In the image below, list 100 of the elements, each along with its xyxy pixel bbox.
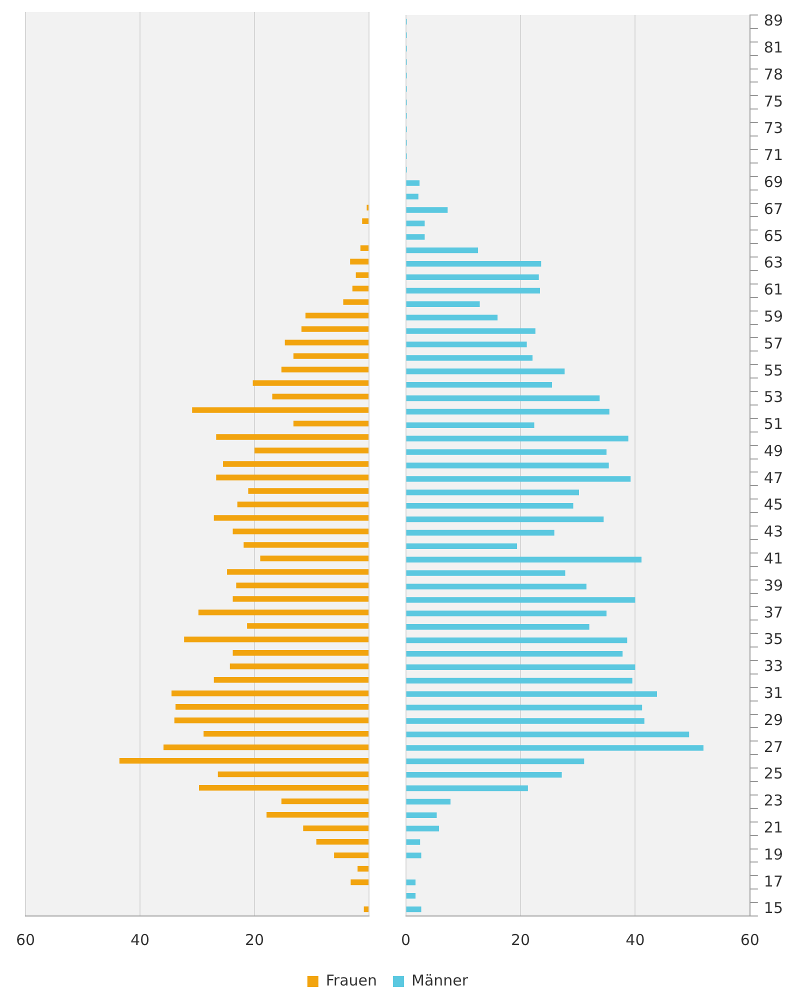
bar	[406, 301, 480, 307]
y-tick-label: 53	[764, 388, 784, 406]
y-tick-label: 33	[764, 657, 784, 676]
y-tick-label: 71	[764, 146, 784, 164]
y-tick-label: 31	[764, 684, 784, 702]
y-tick-label: 43	[764, 522, 784, 541]
y-tick-label: 67	[764, 200, 784, 218]
bar	[303, 825, 368, 832]
bar	[272, 394, 368, 400]
bar	[232, 650, 368, 656]
bar	[406, 758, 584, 764]
y-tick-label: 45	[764, 496, 784, 514]
bar	[350, 879, 368, 886]
bar	[176, 704, 368, 710]
bar	[406, 314, 498, 320]
x-tick-label: 0	[401, 930, 411, 949]
x-tick-label: 60	[740, 930, 760, 949]
bar	[406, 826, 440, 832]
bar	[230, 664, 368, 670]
bar	[406, 772, 562, 778]
y-tick-label: 55	[764, 361, 784, 380]
bar	[406, 490, 579, 496]
y-tick-label: 47	[764, 468, 784, 487]
y-tick-label: 59	[764, 307, 784, 326]
bar	[284, 340, 368, 346]
bar	[406, 691, 657, 697]
bar	[334, 852, 368, 858]
y-tick-label: 39	[764, 576, 784, 594]
bar	[406, 530, 554, 536]
bar	[406, 234, 425, 240]
x-tick-label: 40	[626, 930, 645, 949]
bar	[214, 677, 368, 683]
bar	[214, 515, 368, 521]
bar	[406, 436, 628, 442]
x-tick-label: 20	[510, 930, 530, 949]
y-tick-label: 57	[764, 334, 784, 352]
bar	[223, 461, 368, 467]
bar	[164, 744, 368, 750]
bar	[204, 731, 368, 737]
legend-label: Männer	[412, 971, 469, 990]
bar	[406, 408, 610, 415]
bar	[406, 355, 533, 361]
y-tick-label: 23	[764, 792, 784, 810]
y-tick-label: 75	[764, 92, 784, 110]
bar	[406, 274, 539, 280]
bar	[236, 582, 368, 588]
y-tick-label: 63	[764, 254, 784, 272]
bar	[406, 704, 642, 710]
bar	[360, 245, 368, 251]
bar	[406, 880, 416, 886]
bar	[406, 516, 604, 522]
bar	[198, 784, 368, 791]
bar	[406, 395, 600, 402]
bar	[406, 556, 642, 562]
y-tick-label: 89	[764, 12, 784, 30]
bar	[406, 893, 416, 899]
bar	[356, 272, 368, 278]
y-tick-label: 61	[764, 280, 784, 299]
bar	[406, 839, 420, 845]
bar	[406, 449, 607, 455]
bar	[406, 328, 536, 334]
bar	[260, 556, 368, 562]
bar	[232, 596, 368, 602]
bar	[232, 528, 368, 534]
bar	[406, 543, 518, 550]
bar	[406, 260, 542, 267]
bar	[406, 785, 528, 792]
y-tick-label: 41	[764, 550, 784, 568]
y-tick-label: 17	[764, 872, 784, 890]
bar	[406, 732, 690, 738]
bar	[406, 368, 565, 374]
y-tick-label: 65	[764, 226, 784, 245]
bar	[227, 569, 368, 575]
bar	[293, 353, 368, 359]
y-tick-label: 49	[764, 442, 784, 460]
x-tick-label: 60	[16, 930, 36, 949]
bar	[174, 718, 368, 724]
bar	[406, 852, 422, 858]
bar	[266, 812, 368, 818]
bar	[406, 798, 451, 805]
bar	[406, 220, 425, 226]
bar	[406, 624, 590, 630]
x-tick-label: 20	[244, 930, 264, 949]
bar	[244, 542, 368, 548]
bar	[305, 312, 368, 318]
bar	[216, 434, 368, 440]
bar	[352, 286, 368, 292]
bar	[406, 382, 552, 388]
bar	[192, 407, 368, 413]
bar	[406, 637, 628, 644]
y-tick-label: 35	[764, 630, 784, 648]
bar	[216, 474, 368, 480]
bar	[406, 906, 422, 912]
y-tick-label: 27	[764, 738, 784, 756]
bar	[218, 771, 368, 778]
bar	[247, 623, 368, 629]
y-tick-label: 21	[764, 818, 784, 836]
y-tick-label: 81	[764, 38, 784, 57]
bar	[301, 326, 368, 332]
y-tick-label: 15	[764, 899, 784, 918]
